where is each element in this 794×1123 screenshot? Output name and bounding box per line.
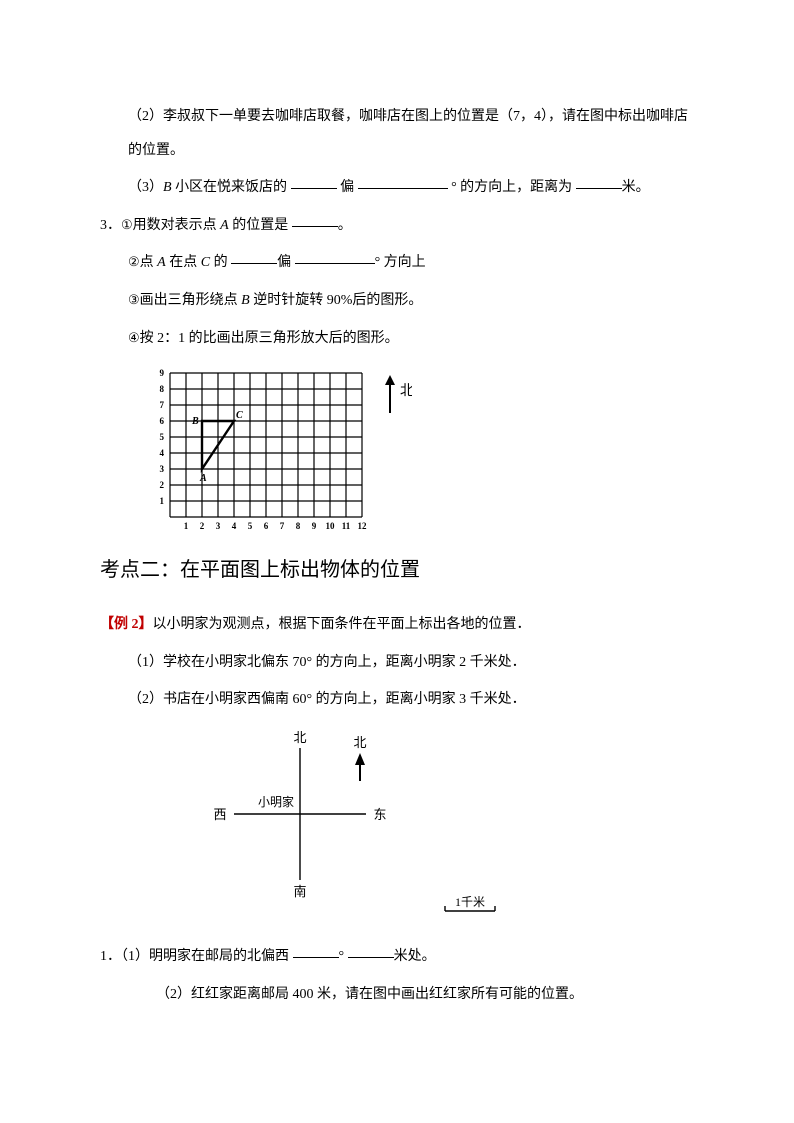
- q3-line1: 3．①用数对表示点 A 的位置是 。: [100, 209, 694, 243]
- q1b-l1a: （1）明明家在邮局的北偏西: [121, 949, 293, 964]
- q3-l2f: 偏: [277, 255, 295, 270]
- svg-text:西: 西: [213, 807, 226, 822]
- q2-3-f: 米。: [622, 180, 650, 195]
- q2-3-B: B: [163, 180, 172, 195]
- svg-text:3: 3: [160, 464, 165, 474]
- q3-l4: 按 2：1 的比画出原三角形放大后的图形。: [140, 331, 399, 346]
- q3-blank-1[interactable]: [292, 213, 338, 227]
- q3-line4: ④按 2：1 的比画出原三角形放大后的图形。: [100, 322, 694, 356]
- q3-l1d: 。: [338, 218, 352, 233]
- q3-l3b: B: [241, 293, 250, 308]
- q2-3-d: 偏: [340, 180, 358, 195]
- q1b-l1c: 米处。: [394, 949, 436, 964]
- q3-l3c: 逆时针旋转 90%后的图形。: [250, 293, 423, 308]
- q1b-head: 1．: [100, 949, 121, 964]
- q3-l1a: 用数对表示点: [133, 218, 221, 233]
- q3-l2b: A: [157, 255, 166, 270]
- q3-line3: ③画出三角形绕点 B 逆时针旋转 90%后的图形。: [100, 284, 694, 318]
- svg-text:10: 10: [326, 521, 336, 531]
- q3-l2d: C: [201, 255, 210, 270]
- svg-text:6: 6: [160, 416, 165, 426]
- ex2-l1: （1）学校在小明家北偏东 70° 的方向上，距离小明家 2 千米处．: [100, 646, 694, 680]
- q3-head: 3．: [100, 218, 121, 233]
- svg-text:9: 9: [160, 368, 165, 378]
- q3-l2a: 点: [140, 255, 158, 270]
- q3-blank-2[interactable]: [231, 250, 277, 264]
- circled-1: ①: [121, 209, 133, 240]
- svg-text:北: 北: [400, 383, 412, 399]
- svg-text:6: 6: [264, 521, 269, 531]
- svg-text:小明家: 小明家: [258, 794, 294, 809]
- q3-blank-3[interactable]: [295, 250, 375, 264]
- q3-l3a: 画出三角形绕点: [140, 293, 242, 308]
- q3-l1c: 的位置是: [229, 218, 292, 233]
- svg-text:C: C: [236, 410, 243, 421]
- ex2-intro-text: 以小明家为观测点，根据下面条件在平面上标出各地的位置．: [153, 617, 531, 632]
- q3-line2: ②点 A 在点 C 的 偏 ° 方向上: [100, 246, 694, 280]
- svg-text:11: 11: [342, 521, 351, 531]
- grid-figure: 123456789101112123456789ABC北: [152, 363, 694, 540]
- svg-text:4: 4: [232, 521, 237, 531]
- q3-l2e: 的: [210, 255, 231, 270]
- svg-text:5: 5: [160, 432, 165, 442]
- svg-text:A: A: [199, 473, 207, 484]
- svg-text:9: 9: [312, 521, 317, 531]
- q2-blank-2[interactable]: [358, 175, 448, 189]
- circled-4: ④: [128, 322, 140, 353]
- svg-text:东: 东: [373, 807, 386, 822]
- section2-title: 考点二：在平面图上标出物体的位置: [100, 552, 694, 588]
- q1b-line2: （2）红红家距离邮局 400 米，请在图中画出红红家所有可能的位置。: [100, 978, 694, 1012]
- svg-text:2: 2: [200, 521, 205, 531]
- svg-text:4: 4: [160, 448, 165, 458]
- svg-text:2: 2: [160, 480, 165, 490]
- svg-text:1: 1: [184, 521, 189, 531]
- q1b-blank-1[interactable]: [293, 944, 339, 958]
- circled-2: ②: [128, 246, 140, 277]
- svg-text:1: 1: [160, 496, 165, 506]
- q1b-l1b: °: [339, 949, 348, 964]
- compass-svg: 北南 东 西 小明家 北: [180, 729, 440, 899]
- q2-blank-1[interactable]: [291, 175, 337, 189]
- q2-3-e: ° 的方向上，距离为: [451, 180, 576, 195]
- q2-3-c: 小区在悦来饭店的: [172, 180, 291, 195]
- circled-3: ③: [128, 284, 140, 315]
- svg-text:8: 8: [160, 384, 165, 394]
- svg-text:12: 12: [358, 521, 368, 531]
- svg-text:南: 南: [293, 884, 306, 899]
- q3-l2c: 在点: [166, 255, 201, 270]
- ex2-label: 【例 2】: [100, 617, 153, 632]
- q3-l2g: ° 方向上: [375, 255, 426, 270]
- svg-text:3: 3: [216, 521, 221, 531]
- svg-text:北: 北: [293, 730, 306, 745]
- svg-text:北: 北: [353, 735, 366, 750]
- q2-part3: （3）B 小区在悦来饭店的 偏 ° 的方向上，距离为 米。: [100, 171, 694, 205]
- svg-text:7: 7: [280, 521, 285, 531]
- q1b-blank-2[interactable]: [348, 944, 394, 958]
- q1b-line1: 1．（1）明明家在邮局的北偏西 ° 米处。: [100, 940, 694, 974]
- grid-svg: 123456789101112123456789ABC北: [152, 363, 412, 535]
- q2-blank-3[interactable]: [576, 175, 622, 189]
- q3-l1b: A: [220, 218, 229, 233]
- compass-figure: 北南 东 西 小明家 北: [180, 729, 694, 904]
- svg-text:7: 7: [160, 400, 165, 410]
- svg-text:8: 8: [296, 521, 301, 531]
- ex2-intro: 【例 2】以小明家为观测点，根据下面条件在平面上标出各地的位置．: [100, 608, 694, 642]
- svg-text:B: B: [191, 416, 199, 427]
- svg-text:5: 5: [248, 521, 253, 531]
- ex2-l2: （2）书店在小明家西偏南 60° 的方向上，距离小明家 3 千米处．: [100, 683, 694, 717]
- q2-part2: （2）李叔叔下一单要去咖啡店取餐，咖啡店在图上的位置是（7，4），请在图中标出咖…: [100, 100, 694, 167]
- q2-3-prefix: （3）: [128, 180, 163, 195]
